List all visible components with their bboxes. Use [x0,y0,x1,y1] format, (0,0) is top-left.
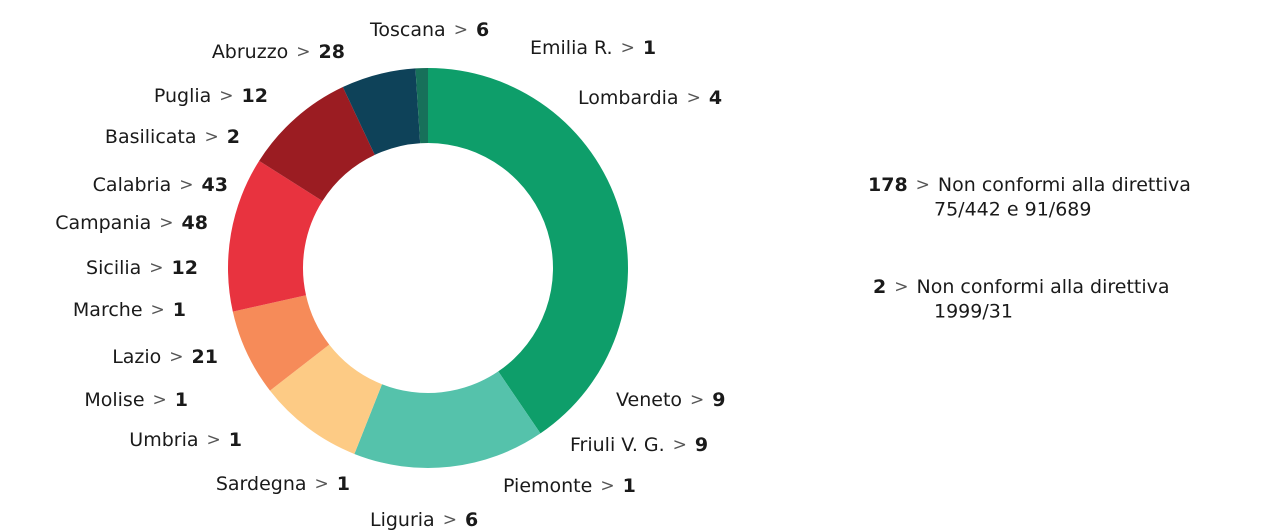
region-value: 12 [172,257,198,279]
region-value: 12 [242,85,268,107]
region-name: Basilicata [105,126,197,148]
separator: > [179,175,193,195]
region-name: Toscana [369,19,446,41]
separator: > [315,474,329,494]
donut-segment [342,68,421,155]
donut-segment [228,160,323,312]
region-value: 1 [337,473,350,495]
region-name: Molise [84,389,144,411]
region-name: Veneto [616,389,682,411]
region-value: 21 [192,346,218,368]
region-label: Piemonte >1 [503,475,636,497]
separator: > [169,347,183,367]
note: 178 > Non conformi alla direttiva [868,174,1191,196]
region-label: Emilia R. >1 [530,37,656,59]
donut-segment [428,68,628,434]
separator: > [159,213,173,233]
region-name: Sardegna [216,473,307,495]
region-name: Friuli V. G. [570,434,665,456]
region-name: Liguria [370,509,435,531]
region-value: 1 [623,475,636,497]
separator: > [296,42,310,62]
region-label: Puglia >12 [154,85,268,107]
region-label: Toscana >6 [369,19,489,41]
separator: > [600,476,614,496]
region-value: 9 [712,389,725,411]
donut-segment [269,344,382,454]
region-label: Molise >1 [84,389,188,411]
region-name: Emilia R. [530,37,613,59]
separator: > [894,277,908,297]
region-label: Abruzzo >28 [212,41,345,63]
separator: > [151,300,165,320]
region-value: 1 [229,429,242,451]
region-label: Campania >48 [55,212,208,234]
region-value: 28 [319,41,345,63]
region-name: Sicilia [86,257,141,279]
region-value: 9 [695,434,708,456]
separator: > [690,390,704,410]
region-name: Piemonte [503,475,592,497]
region-name: Calabria [93,174,172,196]
donut-segment [354,371,541,468]
region-label: Umbria >1 [129,429,242,451]
note-text: Non conformi alla direttiva [916,276,1169,298]
separator: > [219,86,233,106]
region-value: 1 [173,299,186,321]
region-value: 1 [643,37,656,59]
note-value: 178 [868,174,908,196]
region-value: 4 [709,87,722,109]
region-value: 6 [465,509,478,531]
donut-segment [232,295,330,391]
region-name: Abruzzo [212,41,288,63]
region-value: 6 [476,19,489,41]
separator: > [205,127,219,147]
separator: > [916,175,930,195]
region-label: Liguria >6 [370,509,478,531]
note-text: Non conformi alla direttiva [938,174,1191,196]
region-label: Marche >1 [73,299,186,321]
region-label: Basilicata >2 [105,126,240,148]
separator: > [149,258,163,278]
separator: > [454,20,468,40]
donut-segment [259,87,375,202]
separator: > [687,88,701,108]
region-label: Veneto >9 [616,389,726,411]
donut-segment [415,68,428,144]
region-label: Lombardia >4 [578,87,722,109]
region-name: Umbria [129,429,198,451]
note-text-2: 1999/31 [934,301,1013,323]
separator: > [621,38,635,58]
region-value: 1 [175,389,188,411]
region-value: 48 [182,212,208,234]
region-value: 2 [227,126,240,148]
region-name: Marche [73,299,143,321]
region-name: Lazio [112,346,161,368]
region-label: Sicilia >12 [86,257,198,279]
region-label: Friuli V. G. >9 [570,434,708,456]
region-label: Sardegna >1 [216,473,350,495]
region-value: 43 [202,174,228,196]
note-text-2: 75/442 e 91/689 [934,199,1091,221]
separator: > [673,435,687,455]
region-name: Campania [55,212,151,234]
region-name: Puglia [154,85,211,107]
note-value: 2 [873,276,886,298]
separator: > [207,430,221,450]
separator: > [443,510,457,530]
separator: > [153,390,167,410]
note: 2 > Non conformi alla direttiva [873,276,1170,298]
region-label: Lazio >21 [112,346,218,368]
region-name: Lombardia [578,87,679,109]
region-label: Calabria >43 [93,174,228,196]
